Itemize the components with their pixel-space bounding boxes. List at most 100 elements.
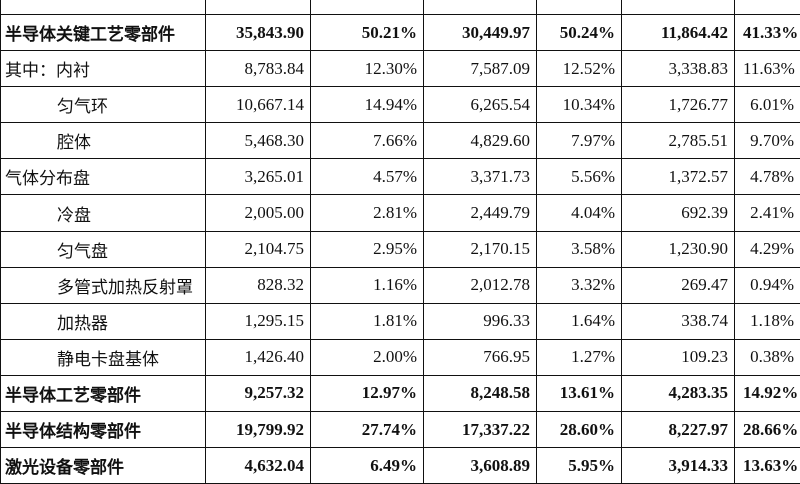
table-cell: 6,265.54: [424, 87, 537, 123]
table-cell: 3,338.83: [622, 51, 735, 87]
table-row: 其中：内衬 8,783.84 12.30% 7,587.09 12.52% 3,…: [1, 51, 800, 87]
table-cell: 1.18%: [735, 303, 800, 339]
table-cell: 4,632.04: [206, 448, 311, 484]
table-cell: 11,864.42: [622, 15, 735, 51]
table-cell: 8,783.84: [206, 51, 311, 87]
table-cell: 50.24%: [537, 15, 622, 51]
table-cell: 1,230.90: [622, 231, 735, 267]
header-cell: [1, 0, 206, 15]
table-cell: 5.95%: [537, 448, 622, 484]
table-header-row: 金额 占比 金额 占比 金额 占比: [1, 0, 800, 15]
table-row: 匀气环 10,667.14 14.94% 6,265.54 10.34% 1,7…: [1, 87, 800, 123]
table-cell: 2,785.51: [622, 123, 735, 159]
table-row: 冷盘 2,005.00 2.81% 2,449.79 4.04% 692.39 …: [1, 195, 800, 231]
table-cell: 2.41%: [735, 195, 800, 231]
table-cell: 6.01%: [735, 87, 800, 123]
table-cell: 0.94%: [735, 267, 800, 303]
header-cell: 金额: [424, 0, 537, 15]
table-row: 匀气盘 2,104.75 2.95% 2,170.15 3.58% 1,230.…: [1, 231, 800, 267]
table-cell: 1.81%: [311, 303, 424, 339]
row-label: 匀气盘: [1, 231, 206, 267]
row-label: 激光设备零部件: [1, 448, 206, 484]
table-cell: 13.63%: [735, 448, 800, 484]
table-cell: 2.81%: [311, 195, 424, 231]
table-cell: 3.58%: [537, 231, 622, 267]
row-label: 半导体结构零部件: [1, 412, 206, 448]
row-label: 匀气环: [1, 87, 206, 123]
row-label: 冷盘: [1, 195, 206, 231]
table-cell: 35,843.90: [206, 15, 311, 51]
table-cell: 338.74: [622, 303, 735, 339]
row-label: 半导体关键工艺零部件: [1, 15, 206, 51]
table-row: 半导体结构零部件 19,799.92 27.74% 17,337.22 28.6…: [1, 412, 800, 448]
table-cell: 11.63%: [735, 51, 800, 87]
header-cell: 金额: [622, 0, 735, 15]
table-cell: 269.47: [622, 267, 735, 303]
table-cell: 10,667.14: [206, 87, 311, 123]
table-cell: 996.33: [424, 303, 537, 339]
table-cell: 2.95%: [311, 231, 424, 267]
table-cell: 2,005.00: [206, 195, 311, 231]
table-cell: 1,726.77: [622, 87, 735, 123]
table-cell: 692.39: [622, 195, 735, 231]
table-cell: 27.74%: [311, 412, 424, 448]
table-cell: 9.70%: [735, 123, 800, 159]
table-cell: 28.60%: [537, 412, 622, 448]
table-cell: 12.97%: [311, 375, 424, 411]
table-cell: 3,371.73: [424, 159, 537, 195]
table-row: 气体分布盘 3,265.01 4.57% 3,371.73 5.56% 1,37…: [1, 159, 800, 195]
table-row: 静电卡盘基体 1,426.40 2.00% 766.95 1.27% 109.2…: [1, 339, 800, 375]
table-cell: 3.32%: [537, 267, 622, 303]
row-label: 加热器: [1, 303, 206, 339]
table-cell: 4,283.35: [622, 375, 735, 411]
table-cell: 828.32: [206, 267, 311, 303]
table-cell: 2.00%: [311, 339, 424, 375]
table-cell: 2,012.78: [424, 267, 537, 303]
table-cell: 109.23: [622, 339, 735, 375]
table-cell: 1,372.57: [622, 159, 735, 195]
header-cell: 金额: [206, 0, 311, 15]
table-cell: 1.16%: [311, 267, 424, 303]
table-cell: 2,449.79: [424, 195, 537, 231]
table-cell: 28.66%: [735, 412, 800, 448]
table-cell: 12.30%: [311, 51, 424, 87]
table-cell: 14.92%: [735, 375, 800, 411]
table-cell: 14.94%: [311, 87, 424, 123]
table-cell: 13.61%: [537, 375, 622, 411]
table-cell: 4.57%: [311, 159, 424, 195]
row-label: 静电卡盘基体: [1, 339, 206, 375]
table-row: 激光设备零部件 4,632.04 6.49% 3,608.89 5.95% 3,…: [1, 448, 800, 484]
table-cell: 4.29%: [735, 231, 800, 267]
table-cell: 4,829.60: [424, 123, 537, 159]
table-cell: 9,257.32: [206, 375, 311, 411]
table-cell: 30,449.97: [424, 15, 537, 51]
table-cell: 3,265.01: [206, 159, 311, 195]
table-row: 加热器 1,295.15 1.81% 996.33 1.64% 338.74 1…: [1, 303, 800, 339]
table-cell: 4.78%: [735, 159, 800, 195]
table-cell: 7,587.09: [424, 51, 537, 87]
table-cell: 3,608.89: [424, 448, 537, 484]
table-row: 半导体关键工艺零部件 35,843.90 50.21% 30,449.97 50…: [1, 15, 800, 51]
table-cell: 50.21%: [311, 15, 424, 51]
table-cell: 19,799.92: [206, 412, 311, 448]
table-cell: 41.33%: [735, 15, 800, 51]
table-cell: 6.49%: [311, 448, 424, 484]
table-cell: 2,104.75: [206, 231, 311, 267]
table-row: 多管式加热反射罩 828.32 1.16% 2,012.78 3.32% 269…: [1, 267, 800, 303]
header-cell: 占比: [537, 0, 622, 15]
table-row: 半导体工艺零部件 9,257.32 12.97% 8,248.58 13.61%…: [1, 375, 800, 411]
table-cell: 7.66%: [311, 123, 424, 159]
row-label: 其中：内衬: [1, 51, 206, 87]
table-cell: 7.97%: [537, 123, 622, 159]
header-cell: 占比: [735, 0, 800, 15]
row-label: 气体分布盘: [1, 159, 206, 195]
table-cell: 1.64%: [537, 303, 622, 339]
row-label: 多管式加热反射罩: [1, 267, 206, 303]
row-label: 腔体: [1, 123, 206, 159]
table-cell: 3,914.33: [622, 448, 735, 484]
table-cell: 10.34%: [537, 87, 622, 123]
table-cell: 766.95: [424, 339, 537, 375]
table-cell: 8,248.58: [424, 375, 537, 411]
